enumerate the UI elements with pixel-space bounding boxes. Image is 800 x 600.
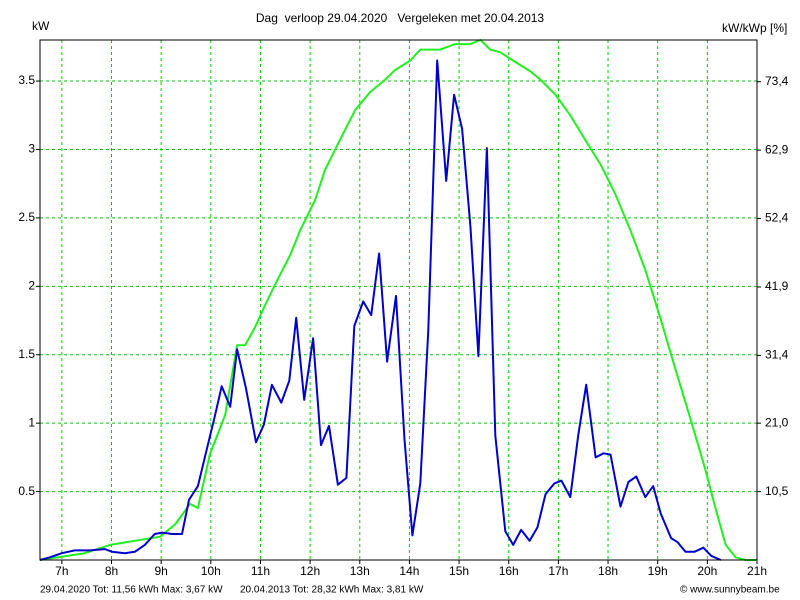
x-tick-label: 19h xyxy=(648,564,668,578)
x-tick-label: 18h xyxy=(598,564,618,578)
y-tick-label: 3 xyxy=(28,142,35,156)
x-tick-label: 17h xyxy=(548,564,568,578)
x-tick-label: 21h xyxy=(747,564,767,578)
legend-entry: 20.04.2013 Tot: 28,32 kWh Max: 3,81 kW xyxy=(240,585,424,596)
x-tick-label: 15h xyxy=(449,564,469,578)
y2-tick-label: 10,5 xyxy=(765,484,789,498)
y2-tick-label: 73,4 xyxy=(765,74,789,88)
y2-tick-label: 31,4 xyxy=(765,348,789,362)
footer-credit: © www.sunnybeam.be xyxy=(680,585,780,596)
y-tick-label: 0.5 xyxy=(18,484,35,498)
y2-tick-label: 62,9 xyxy=(765,142,789,156)
plot-border xyxy=(39,39,758,561)
x-tick-label: 20h xyxy=(697,564,717,578)
chart-title: Dag verloop 29.04.2020 Vergeleken met 20… xyxy=(256,11,545,25)
y-tick-label: 2 xyxy=(28,278,35,292)
y-axis-label: kW xyxy=(32,19,50,33)
y-tick-label: 1 xyxy=(28,415,35,429)
x-tick-label: 8h xyxy=(105,564,118,578)
y2-tick-label: 21,0 xyxy=(765,415,789,429)
y-tick-label: 1.5 xyxy=(18,347,35,361)
x-tick-label: 10h xyxy=(201,564,221,578)
x-tick-label: 16h xyxy=(499,564,519,578)
x-tick-label: 11h xyxy=(251,564,270,578)
y-tick-label: 2.5 xyxy=(18,210,35,224)
y2-axis-label: kW/kWp [%] xyxy=(722,21,787,35)
data-line xyxy=(39,39,757,561)
y2-tick-label: 41,9 xyxy=(765,279,789,293)
x-tick-label: 13h xyxy=(350,564,370,578)
x-tick-label: 7h xyxy=(55,564,68,578)
x-tick-label: 9h xyxy=(154,564,167,578)
data-line xyxy=(39,59,722,561)
x-tick-label: 14h xyxy=(399,564,419,578)
y-tick-label: 3.5 xyxy=(18,73,35,87)
x-tick-label: 12h xyxy=(300,564,320,578)
y2-tick-label: 52,4 xyxy=(765,211,789,225)
plot-area: 7h 8h 9h 10h 11h 12h 13h 14h 15h 16h 17h 18h 19h 20h 2… xyxy=(18,39,789,578)
legend-entry: 29.04.2020 Tot: 11,56 kWh Max: 3,67 kW xyxy=(40,585,223,596)
